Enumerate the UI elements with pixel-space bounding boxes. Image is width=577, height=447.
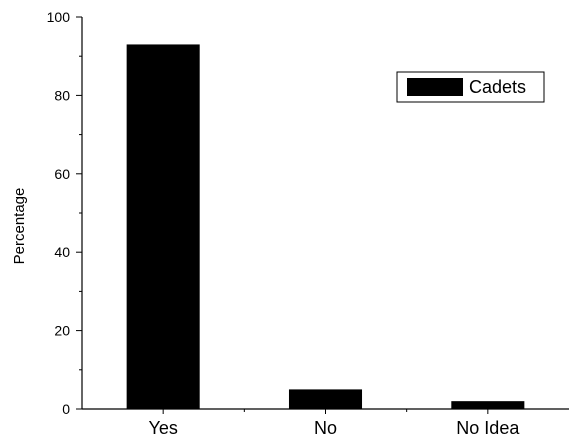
legend-swatch-cadets xyxy=(407,78,463,96)
y-tick-label: 100 xyxy=(47,9,71,25)
bar-no-idea xyxy=(451,401,525,409)
bar-no xyxy=(288,389,363,409)
y-tick-label: 0 xyxy=(62,401,70,417)
y-tick-label: 20 xyxy=(54,323,70,339)
ticks-layer: 0 20 40 60 80 100 Yes No No Idea xyxy=(47,9,521,438)
y-axis-title: Percentage xyxy=(11,188,28,265)
x-tick-label: No Idea xyxy=(456,418,520,438)
x-tick-label: Yes xyxy=(148,418,177,438)
bars-layer xyxy=(126,44,525,409)
legend-label-cadets: Cadets xyxy=(469,77,526,97)
y-tick-label: 80 xyxy=(54,87,70,103)
x-tick-label: No xyxy=(314,418,337,438)
y-tick-label: 40 xyxy=(54,244,70,260)
y-tick-label: 60 xyxy=(54,166,70,182)
bar-yes xyxy=(126,44,200,409)
legend: Cadets xyxy=(396,71,545,103)
